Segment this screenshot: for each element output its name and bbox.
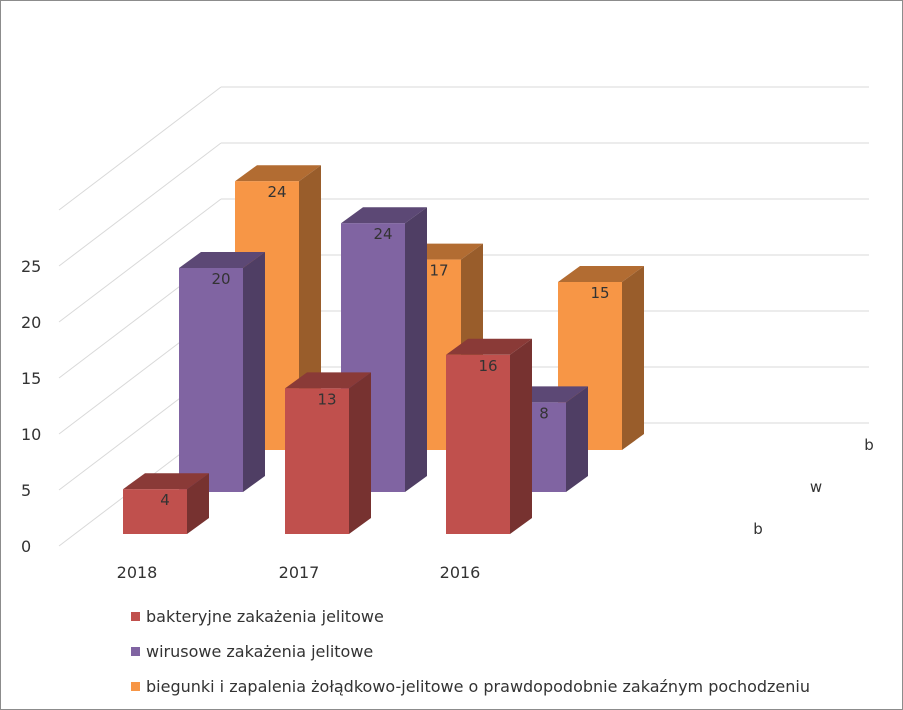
data-label: 13 bbox=[317, 390, 336, 408]
legend-label: biegunki i zapalenia żołądkowo-jelitowe … bbox=[146, 677, 810, 696]
data-label: 8 bbox=[539, 404, 549, 422]
legend-label: wirusowe zakażenia jelitowe bbox=[146, 642, 374, 661]
data-label: 20 bbox=[211, 270, 230, 288]
y-axis-ticks: 0 5 10 15 20 25 bbox=[21, 257, 41, 556]
depth-axis-labels: b w b bbox=[753, 436, 874, 538]
bar-side bbox=[243, 252, 265, 492]
legend-item-wirusowe: wirusowe zakażenia jelitowe bbox=[131, 634, 810, 669]
bar-front bbox=[123, 489, 187, 534]
bar-front bbox=[446, 354, 510, 534]
legend-swatch bbox=[131, 612, 140, 621]
data-label: 16 bbox=[478, 357, 497, 375]
bar-side bbox=[510, 338, 532, 534]
y-tick-label: 15 bbox=[21, 369, 41, 388]
chart-area: 0 5 10 15 20 25 24 17 15 20 24 8 4 13 16 2018 2017 2016… bbox=[21, 86, 874, 582]
bar-0-1: 13 bbox=[285, 372, 371, 534]
bar-front bbox=[179, 268, 243, 492]
y-tick-label: 5 bbox=[21, 481, 31, 500]
bar-1-0: 20 bbox=[179, 252, 265, 492]
gridline-side bbox=[58, 86, 222, 211]
legend: bakteryjne zakażenia jelitowe wirusowe z… bbox=[131, 599, 810, 704]
bar-side bbox=[622, 266, 644, 450]
bar-0-2: 16 bbox=[446, 338, 532, 534]
legend-item-bakteryjne: bakteryjne zakażenia jelitowe bbox=[131, 599, 810, 634]
depth-axis-label: w bbox=[810, 478, 822, 496]
gridline-side bbox=[58, 198, 222, 323]
y-tick-label: 10 bbox=[21, 425, 41, 444]
gridlines bbox=[58, 86, 869, 547]
y-tick-label: 0 bbox=[21, 537, 31, 556]
bar-top bbox=[123, 473, 209, 490]
legend-swatch bbox=[131, 682, 140, 691]
depth-axis-label: b bbox=[753, 520, 763, 538]
x-category-label: 2016 bbox=[440, 563, 481, 582]
bar-0-0: 4 bbox=[123, 473, 209, 534]
data-label: 17 bbox=[429, 262, 448, 280]
depth-axis-label: b bbox=[864, 436, 874, 454]
bar-top bbox=[179, 252, 265, 268]
y-tick-label: 25 bbox=[21, 257, 41, 276]
legend-item-biegunki: biegunki i zapalenia żołądkowo-jelitowe … bbox=[131, 669, 810, 704]
bar-front bbox=[285, 388, 349, 534]
data-label: 4 bbox=[160, 491, 170, 509]
data-label: 24 bbox=[373, 225, 392, 243]
y-tick-label: 20 bbox=[21, 313, 41, 332]
bar-top bbox=[341, 207, 427, 224]
bar-side bbox=[187, 473, 209, 534]
bar-top bbox=[285, 372, 371, 389]
x-category-label: 2017 bbox=[279, 563, 320, 582]
data-label: 24 bbox=[267, 183, 286, 201]
x-category-label: 2018 bbox=[117, 563, 158, 582]
bars: 24 17 15 20 24 8 4 13 16 bbox=[123, 165, 644, 534]
bar-top bbox=[235, 165, 321, 182]
data-label: 15 bbox=[590, 284, 609, 302]
bar-2-2: 15 bbox=[558, 266, 644, 450]
bar-side bbox=[405, 207, 427, 492]
bar-side bbox=[566, 386, 588, 492]
bar-top bbox=[446, 338, 532, 355]
gridline-side bbox=[58, 142, 222, 267]
bar-top bbox=[558, 266, 644, 282]
x-axis-categories: 2018 2017 2016 bbox=[117, 563, 481, 582]
legend-label: bakteryjne zakażenia jelitowe bbox=[146, 607, 384, 626]
bar-side bbox=[349, 372, 371, 534]
legend-swatch bbox=[131, 647, 140, 656]
